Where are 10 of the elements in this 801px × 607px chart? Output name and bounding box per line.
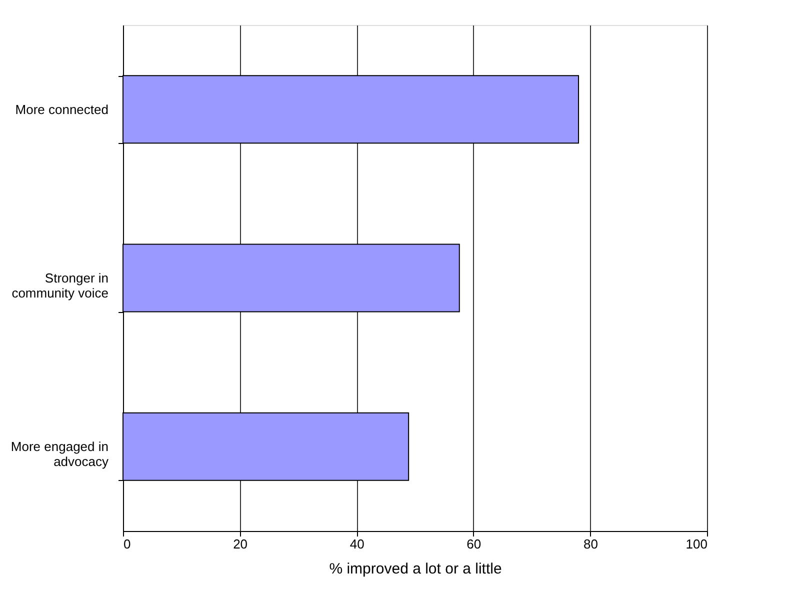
x-tick-label: 80 xyxy=(583,536,598,552)
y-tick-label: More connected xyxy=(15,102,108,117)
x-axis-title: % improved a lot or a little xyxy=(329,560,502,578)
y-tick-label: More engaged in advocacy xyxy=(10,439,109,470)
y-tick-label: Stronger in community voice xyxy=(12,270,108,300)
x-tick-label: 100 xyxy=(686,536,708,552)
x-tick-label: 60 xyxy=(466,536,482,552)
x-tick-label: 0 xyxy=(124,536,131,552)
x-tick-label: 20 xyxy=(233,536,248,552)
x-tick-label: 40 xyxy=(350,536,364,552)
